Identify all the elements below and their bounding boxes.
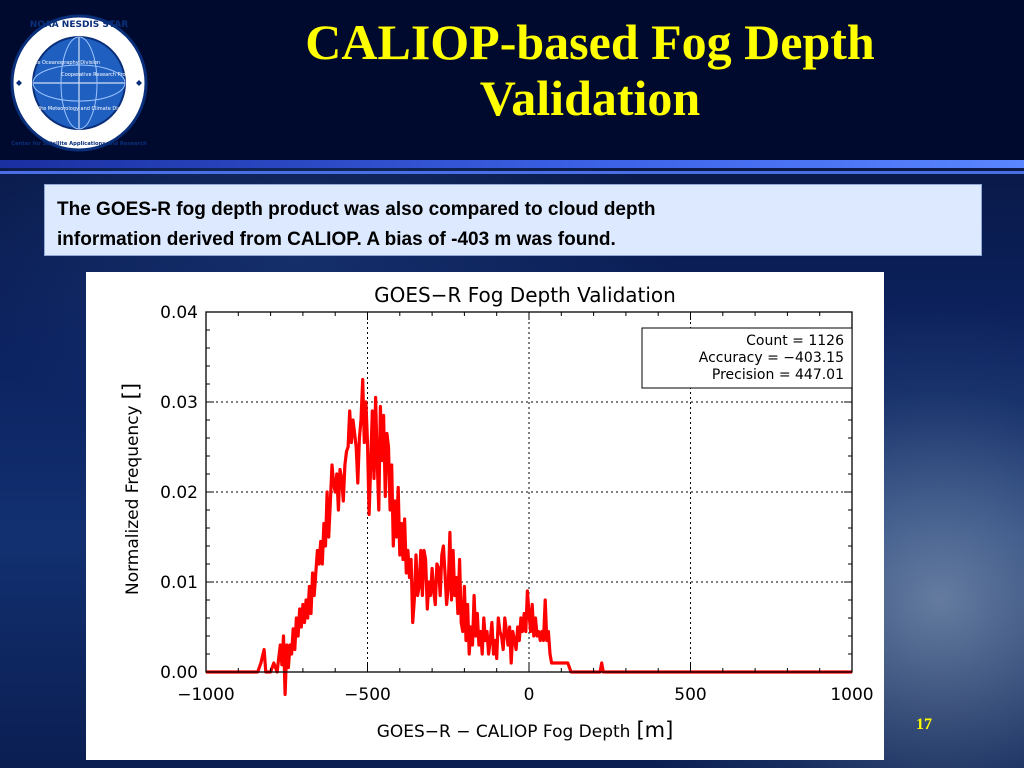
x-axis-label-text: GOES−R − CALIOP Fog Depth — [377, 722, 631, 742]
logo-segment-3: Satellite Meteorology and Climate Divisi… — [26, 106, 132, 112]
description-line1: The GOES-R fog depth product was also co… — [57, 199, 656, 220]
y-tick-label: 0.01 — [160, 573, 198, 593]
stats-box-frame — [641, 327, 853, 389]
stats-accuracy: Accuracy = −403.15 — [699, 350, 844, 366]
chart-series-group — [206, 377, 852, 697]
x-tick-label: −500 — [344, 685, 391, 705]
y-tick-label: 0.02 — [160, 483, 198, 503]
y-axis-label-text: Normalized Frequency — [123, 405, 143, 595]
x-tick-label: 1000 — [830, 685, 873, 705]
fog-depth-chart: GOES−R Fog Depth Validation −1000 −500 0 50… — [119, 283, 874, 742]
stats-count: Count = 1126 — [746, 333, 844, 349]
chart-panel: GOES−R Fog Depth Validation −1000 −500 0 50… — [86, 272, 884, 760]
x-tick-label: 0 — [524, 685, 535, 705]
slide-title: CALIOP-based Fog Depth Validation — [170, 14, 1010, 126]
y-tick-label: 0.00 — [160, 663, 198, 683]
series-line-fog-depth — [206, 377, 852, 697]
y-tick-label: 0.03 — [160, 393, 198, 413]
stats-legend-box: Count = 1126 Accuracy = −403.15 Precisio… — [641, 327, 853, 389]
logo-star-right-icon — [136, 80, 142, 86]
slide-header — [0, 0, 1024, 160]
x-axis-unit: [m] — [636, 718, 673, 742]
header-divider-thin — [0, 171, 1024, 174]
slide-title-line1: CALIOP-based Fog Depth — [305, 14, 875, 70]
noaa-nesdis-star-logo: NOAA NESDIS STAR Center for Satellite Ap… — [10, 14, 148, 152]
logo-star-left-icon — [16, 80, 22, 86]
chart-ticks: −1000 −500 0 500 1000 0.00 0.01 0.02 0.03 0.04 — [160, 303, 873, 705]
chart-title: GOES−R Fog Depth Validation — [374, 283, 676, 307]
description-box: The GOES-R fog depth product was also co… — [44, 184, 982, 256]
x-axis-label: GOES−R − CALIOP Fog Depth [m] — [377, 718, 674, 742]
logo-segment-1: Satellite Oceanography Division — [20, 60, 100, 66]
x-tick-label: 500 — [674, 685, 706, 705]
slide-title-line2: Validation — [479, 70, 701, 126]
stats-precision: Precision = 447.01 — [712, 367, 844, 383]
logo-ring-text: NOAA NESDIS STAR — [30, 20, 128, 30]
y-tick-label: 0.04 — [160, 303, 198, 323]
page-number: 17 — [916, 716, 932, 733]
description-line2: information derived from CALIOP. A bias … — [57, 229, 616, 250]
y-axis-unit: [] — [119, 383, 143, 399]
x-tick-label: −1000 — [177, 685, 235, 705]
logo-ring-text-bottom: Center for Satellite Applications and Re… — [11, 141, 147, 147]
header-divider — [0, 160, 1024, 168]
logo-segment-2: Cooperative Research Program — [61, 72, 139, 78]
y-axis-label: Normalized Frequency [] — [119, 383, 143, 595]
